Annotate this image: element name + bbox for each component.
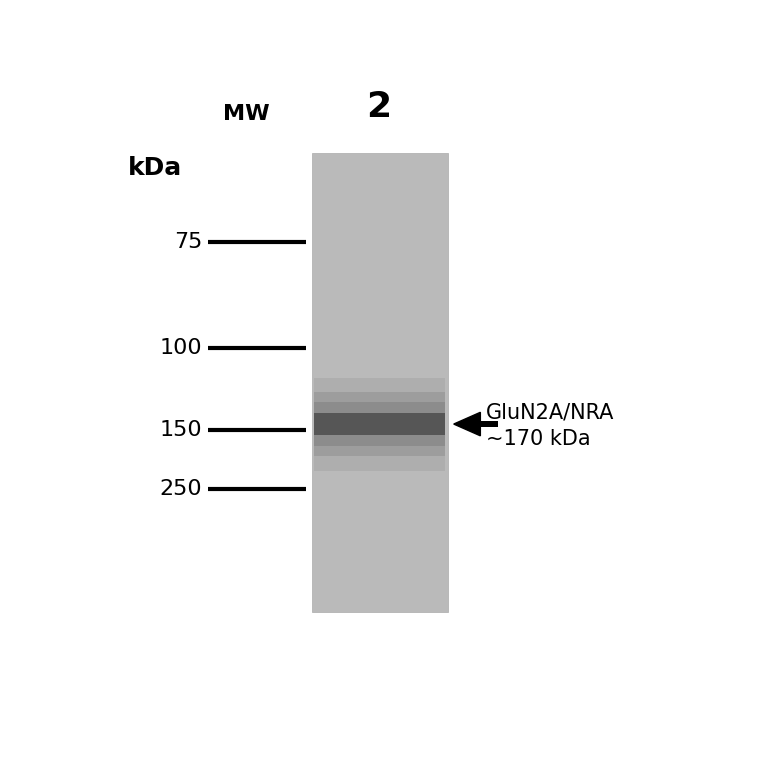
Text: ~170 kDa: ~170 kDa: [487, 429, 591, 448]
Polygon shape: [454, 413, 481, 435]
Bar: [314, 392, 445, 456]
Text: kDa: kDa: [128, 157, 183, 180]
Bar: [312, 154, 448, 612]
Text: 100: 100: [160, 338, 202, 358]
Text: 75: 75: [173, 231, 202, 251]
Text: 150: 150: [160, 420, 202, 440]
Text: MW: MW: [223, 104, 270, 124]
Bar: [314, 377, 445, 471]
Text: 250: 250: [160, 479, 202, 499]
Text: 2: 2: [366, 90, 391, 124]
Bar: [481, 421, 498, 427]
Bar: [314, 413, 445, 435]
Bar: [314, 403, 445, 446]
Text: GluN2A/NRA: GluN2A/NRA: [487, 403, 615, 422]
